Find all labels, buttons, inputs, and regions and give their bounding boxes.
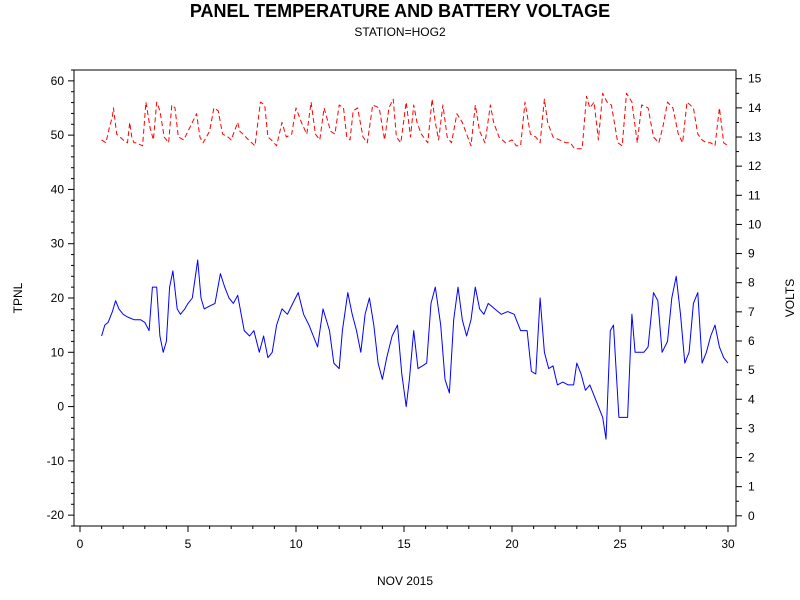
right-tick-label: 4: [748, 392, 755, 406]
right-tick-label: 13: [748, 130, 762, 144]
left-tick-label: -10: [47, 454, 65, 468]
right-tick-label: 8: [748, 276, 755, 290]
right-tick-label: 6: [748, 334, 755, 348]
x-tick-label: 5: [185, 537, 192, 551]
left-tick-label: 10: [51, 345, 65, 359]
left-tick-label: 40: [51, 182, 65, 196]
right-tick-label: 11: [748, 188, 761, 202]
left-tick-label: 60: [51, 74, 65, 88]
x-tick-label: 20: [505, 537, 519, 551]
right-y-axis-label: VOLTS: [783, 279, 797, 317]
left-tick-label: 30: [51, 237, 65, 251]
right-tick-label: 0: [748, 509, 755, 523]
x-tick-label: 0: [77, 537, 84, 551]
right-tick-label: 3: [748, 421, 755, 435]
right-tick-label: 10: [748, 217, 762, 231]
left-y-axis: -20 -10 0 10 20 30 40 50 60: [47, 69, 74, 527]
right-tick-label: 12: [748, 159, 762, 173]
volts-series-line: [101, 92, 729, 150]
series-layer: [101, 92, 729, 440]
x-tick-label: 25: [613, 537, 627, 551]
x-tick-label: 10: [289, 537, 303, 551]
right-tick-label: 15: [748, 72, 762, 86]
left-tick-label: -20: [47, 508, 65, 522]
left-tick-label: 50: [51, 128, 65, 142]
x-tick-label: 15: [397, 537, 411, 551]
right-tick-label: 1: [748, 480, 755, 494]
x-tick-label: 30: [721, 537, 735, 551]
tpnl-series-line: [101, 259, 729, 440]
left-tick-label: 20: [51, 291, 65, 305]
right-tick-label: 2: [748, 451, 755, 465]
left-tick-label: 0: [57, 400, 64, 414]
right-tick-label: 5: [748, 363, 755, 377]
right-tick-label: 14: [748, 101, 762, 115]
chart-subtitle: STATION=HOG2: [354, 25, 446, 39]
right-tick-label: 9: [748, 247, 755, 261]
x-axis: 0 5 10 15 20 25 30: [77, 526, 735, 551]
x-axis-label: NOV 2015: [377, 574, 433, 588]
right-tick-label: 7: [748, 305, 755, 319]
left-y-axis-label: TPNL: [11, 282, 25, 313]
chart-title: PANEL TEMPERATURE AND BATTERY VOLTAGE: [190, 1, 610, 21]
